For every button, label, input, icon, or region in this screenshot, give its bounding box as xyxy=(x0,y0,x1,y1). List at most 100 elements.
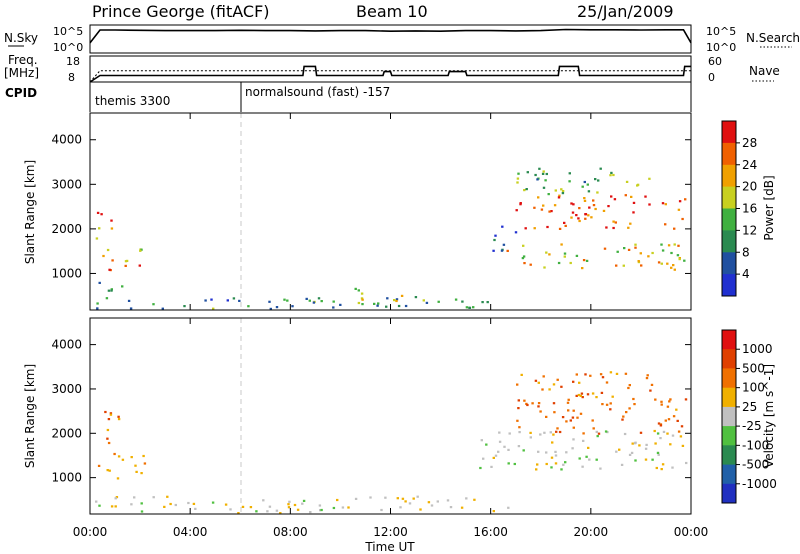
cell-7-23 xyxy=(667,244,671,247)
cell-4-12 xyxy=(653,429,656,433)
cell-3-53 xyxy=(305,297,308,300)
cell-4-69 xyxy=(498,431,501,434)
cell-7-47 xyxy=(673,243,676,246)
cell-3-59 xyxy=(579,412,583,415)
cell-2-70 xyxy=(436,500,439,503)
cell-8-24 xyxy=(534,173,537,177)
cell-7-22 xyxy=(522,255,526,258)
cell-8-5 xyxy=(544,179,547,182)
cpid-segment-2: normalsound (fast) -157 xyxy=(245,85,390,99)
cell-2-20 xyxy=(301,502,304,505)
cell-5-17 xyxy=(571,211,575,214)
cell-5-18 xyxy=(537,196,540,199)
nsearch-bottom-tick: 10^0 xyxy=(706,41,736,54)
cell-4-25 xyxy=(518,431,521,434)
cell-5-21 xyxy=(627,386,630,390)
cell-7-20 xyxy=(521,257,525,260)
cell-8-17 xyxy=(525,188,528,191)
cell-2-52 xyxy=(287,503,290,506)
cell-3-17 xyxy=(553,411,556,414)
cell-3-6 xyxy=(183,305,186,308)
cell-2-21 xyxy=(229,508,232,511)
cell-7-1 xyxy=(529,263,532,266)
cell-8-8 xyxy=(568,180,571,183)
cell-5-12 xyxy=(609,371,613,374)
cell-3-47 xyxy=(332,306,335,309)
cell-3-7 xyxy=(425,301,429,304)
cell-5-51 xyxy=(632,211,635,214)
cell-8-12 xyxy=(541,172,545,175)
cell-4-78 xyxy=(638,444,641,447)
cell-2-38 xyxy=(416,495,419,498)
cell-3-35 xyxy=(212,307,215,310)
cell-5-42 xyxy=(563,221,566,224)
cell-4-22 xyxy=(564,461,567,464)
cell-5-17 xyxy=(537,381,540,384)
cell-4-65 xyxy=(634,459,637,462)
cell-0-5 xyxy=(117,418,121,421)
cell-8-21 xyxy=(561,190,565,193)
cell-7-43 xyxy=(581,267,584,270)
ytick-label-0: 1000 xyxy=(51,266,82,280)
cell-3-39 xyxy=(332,300,335,303)
cbar-tick-label-5: -100 xyxy=(742,438,769,452)
cell-4-45 xyxy=(497,450,500,453)
cell-4-4 xyxy=(395,299,398,303)
cbar-tick-label-3: 25 xyxy=(742,400,757,414)
frequency-panel: Freq. [MHz] 18 8 60 0 Nave xyxy=(4,53,780,84)
cell-7-33 xyxy=(673,268,676,271)
cell-7-4 xyxy=(615,264,618,267)
cell-0-1 xyxy=(95,237,99,240)
cell-4-32 xyxy=(492,456,495,459)
velocity-panel: 1000 2000 3000 4000 Slant Range [km] xyxy=(23,317,692,515)
cell-6-5 xyxy=(493,238,496,242)
cell-5-5 xyxy=(524,227,527,230)
cell-2-10 xyxy=(241,505,245,508)
cell-4-37 xyxy=(644,458,648,461)
cbar-swatch-7 xyxy=(722,464,736,485)
ytick-label-2: 3000 xyxy=(51,177,82,191)
cell-3-18 xyxy=(283,298,286,301)
cell-2-39 xyxy=(192,502,196,505)
cell-3-15 xyxy=(414,296,418,299)
cell-7-32 xyxy=(523,262,526,265)
cell-8-28 xyxy=(560,188,563,191)
cell-3-16 xyxy=(677,430,681,433)
cell-5-32 xyxy=(589,374,592,377)
cell-6-7 xyxy=(500,249,504,252)
cell-7-45 xyxy=(616,250,619,253)
cell-3-56 xyxy=(552,402,556,405)
cell-2-51 xyxy=(341,506,345,509)
cell-7-5 xyxy=(634,243,637,246)
cell-7-46 xyxy=(545,251,548,254)
cell-3-35 xyxy=(537,405,540,408)
cell-4-9 xyxy=(385,305,388,308)
cell-3-9 xyxy=(152,303,155,306)
cell-5-4 xyxy=(611,395,614,398)
cell-8-26 xyxy=(612,173,615,177)
cbar-swatch-2 xyxy=(722,164,736,188)
cell-4-50 xyxy=(628,453,632,456)
cell-8-29 xyxy=(517,172,520,175)
ytick-label-3: 4000 xyxy=(51,133,82,147)
cell-2-13 xyxy=(98,504,101,507)
cell-7-38 xyxy=(670,266,673,269)
cell-2-26 xyxy=(268,505,272,508)
cell-3-50 xyxy=(572,409,575,412)
cell-8-35 xyxy=(526,171,529,174)
cell-3-8 xyxy=(675,408,678,411)
cell-3-38 xyxy=(312,301,316,304)
cell-3-19 xyxy=(660,400,663,403)
cell-2-1 xyxy=(110,288,113,291)
cell-4-28 xyxy=(651,458,654,461)
cell-7-11 xyxy=(543,266,546,269)
cbar-swatch-4 xyxy=(722,208,736,231)
cell-4-1 xyxy=(550,456,554,459)
cell-3-23 xyxy=(437,300,440,303)
date-title: 25/Jan/2009 xyxy=(577,2,674,21)
cell-3-51 xyxy=(660,403,663,406)
cell-5-28 xyxy=(588,206,591,209)
cell-5-32 xyxy=(612,226,615,230)
cell-7-44 xyxy=(569,261,572,265)
cell-4-53 xyxy=(661,463,665,466)
